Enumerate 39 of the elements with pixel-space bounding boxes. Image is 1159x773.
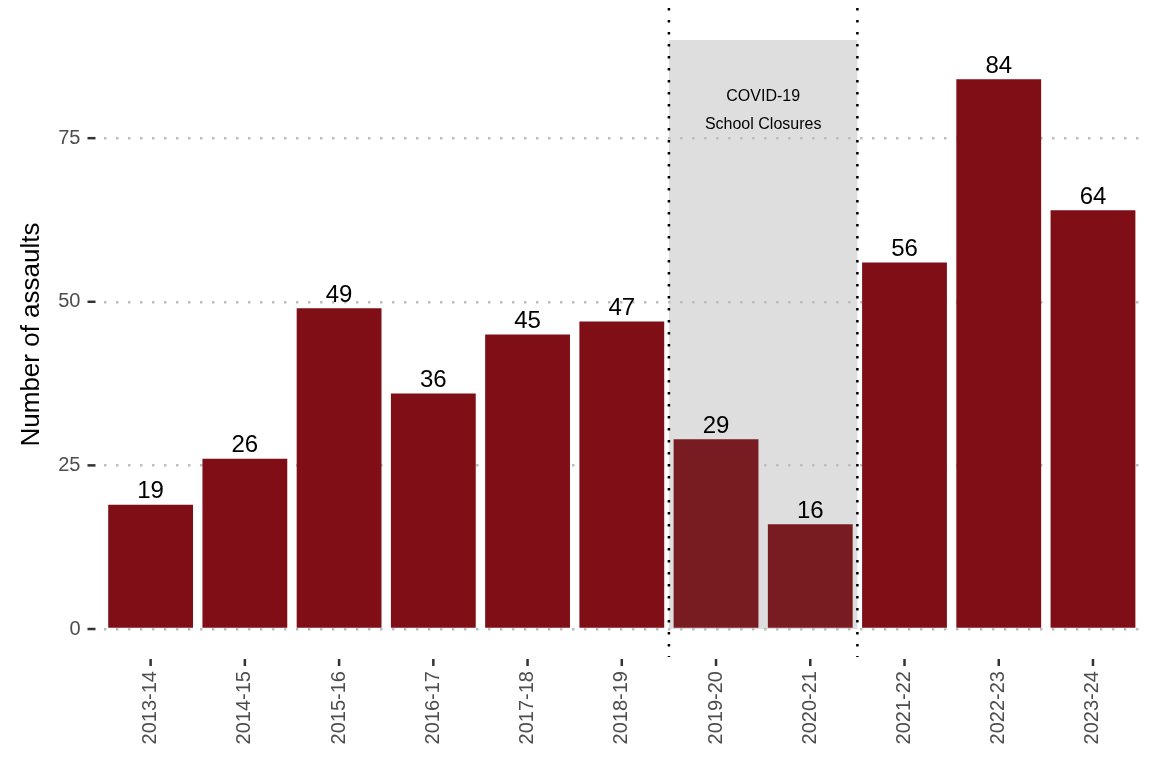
bar xyxy=(1050,210,1136,628)
y-tick-label: 0 xyxy=(69,616,81,639)
data-label: 64 xyxy=(1079,181,1107,209)
data-label: 29 xyxy=(702,410,730,438)
data-label: 84 xyxy=(985,50,1013,78)
y-tick-label: 25 xyxy=(58,452,81,475)
bar xyxy=(956,79,1042,628)
x-tick-label: 2019-20 xyxy=(703,671,726,745)
bar xyxy=(579,321,665,628)
x-tick-label: 2020-21 xyxy=(797,671,820,745)
x-tick-label: 2017-18 xyxy=(515,671,538,745)
bar xyxy=(862,262,947,628)
x-tick-label: 2021-22 xyxy=(892,671,915,745)
bar xyxy=(202,458,288,628)
x-tick-label: 2018-19 xyxy=(609,671,632,745)
data-label: 19 xyxy=(137,476,164,504)
data-label: 56 xyxy=(891,234,918,262)
y-axis-title: Number of assaults xyxy=(14,222,45,447)
data-label: 16 xyxy=(796,495,824,523)
data-label: 49 xyxy=(325,279,353,307)
x-tick-label: 2023-24 xyxy=(1080,671,1103,745)
band-label: COVID-19 School Closures xyxy=(704,87,822,133)
y-tick-label: 75 xyxy=(58,125,81,148)
data-label: 26 xyxy=(231,430,259,458)
bar xyxy=(296,308,382,628)
y-tick-label: 50 xyxy=(58,289,81,312)
bar xyxy=(485,334,570,628)
data-label: 36 xyxy=(419,365,447,393)
x-tick-label: 2016-17 xyxy=(420,671,443,745)
x-tick-label: 2013-14 xyxy=(138,671,161,745)
data-label: 47 xyxy=(608,293,636,321)
bar xyxy=(673,439,759,628)
bar xyxy=(108,504,194,628)
x-tick-label: 2022-23 xyxy=(986,671,1009,745)
x-tick-label: 2015-16 xyxy=(326,671,349,745)
bar xyxy=(390,393,476,628)
x-tick-label: 2014-15 xyxy=(232,671,255,745)
data-label: 45 xyxy=(514,306,541,334)
bar xyxy=(767,524,853,628)
